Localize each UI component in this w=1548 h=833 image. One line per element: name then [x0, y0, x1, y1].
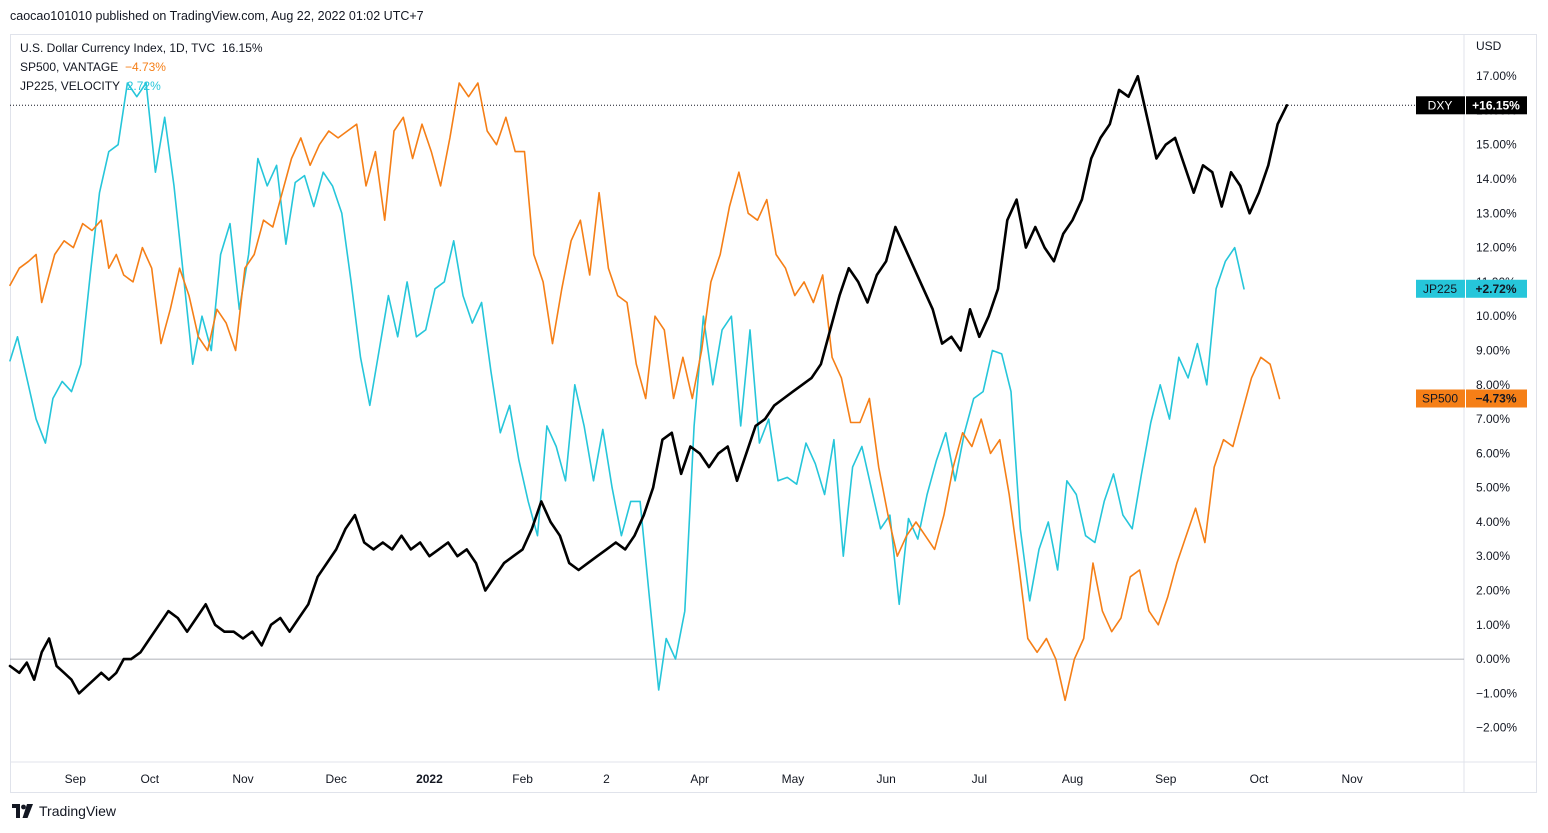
x-tick-label: Apr: [690, 772, 709, 786]
badge-value: +16.15%: [1472, 98, 1520, 112]
legend-row-sp500[interactable]: SP500, VANTAGE −4.73%: [20, 58, 263, 77]
publish-info: caocao101010 published on TradingView.co…: [10, 9, 424, 23]
badge-value: +2.72%: [1475, 282, 1516, 296]
x-tick-label: Feb: [512, 772, 533, 786]
badge-sp500: SP500 −4.73%: [1416, 389, 1527, 408]
x-tick-label: Nov: [1341, 772, 1362, 786]
x-tick-label: Oct: [140, 772, 159, 786]
x-tick-label: Jun: [876, 772, 895, 786]
badge-name: SP500: [1422, 392, 1458, 406]
x-tick-label: Dec: [326, 772, 347, 786]
y-tick-label: 0.00%: [1476, 652, 1510, 666]
tradingview-logo-icon: [12, 804, 33, 818]
y-axis: USD17.00%16.00%15.00%14.00%13.00%12.00%1…: [1476, 39, 1517, 735]
y-tick-label: −1.00%: [1476, 686, 1517, 700]
x-tick-label: Aug: [1062, 772, 1083, 786]
y-tick-label: 12.00%: [1476, 241, 1517, 255]
y-tick-label: 7.00%: [1476, 412, 1510, 426]
badge-value: −4.73%: [1475, 392, 1516, 406]
x-tick-label: May: [782, 772, 805, 786]
legend-value-dxy: 16.15%: [221, 41, 263, 55]
badge-name: DXY: [1428, 98, 1453, 112]
x-tick-label: Sep: [1155, 772, 1177, 786]
y-tick-label: 4.00%: [1476, 515, 1510, 529]
badge-dxy: DXY +16.15%: [1416, 96, 1527, 115]
tradingview-logo[interactable]: TradingView: [12, 803, 116, 819]
series-line-dxy: [8, 74, 1289, 695]
tradingview-brand: TradingView: [39, 803, 117, 819]
legend-value-sp500: −4.73%: [124, 60, 166, 74]
y-tick-label: 14.00%: [1476, 172, 1517, 186]
badge-jp225: JP225 +2.72%: [1416, 279, 1527, 298]
y-tick-label: 6.00%: [1476, 446, 1510, 460]
y-tick-label: 13.00%: [1476, 206, 1517, 220]
chart-series: [8, 74, 1289, 702]
badge-value-bg: [1466, 389, 1527, 408]
y-tick-label: 8.00%: [1476, 378, 1510, 392]
chart-legend: U.S. Dollar Currency Index, 1D, TVC 16.1…: [20, 39, 263, 96]
x-tick-label: Jul: [972, 772, 987, 786]
badge-value-bg: [1466, 96, 1527, 115]
y-tick-label: 9.00%: [1476, 343, 1510, 357]
y-axis-title: USD: [1476, 39, 1502, 53]
y-tick-label: 5.00%: [1476, 481, 1510, 495]
badge-name-bg: [1416, 96, 1465, 115]
last-value-badges: JP225 +2.72% SP500 −4.73% DXY +16.15%: [1416, 96, 1527, 408]
legend-label-dxy: U.S. Dollar Currency Index, 1D, TVC: [20, 41, 216, 55]
x-tick-label: 2: [603, 772, 610, 786]
badge-name-bg: [1416, 279, 1465, 298]
y-tick-label: 1.00%: [1476, 618, 1510, 632]
y-tick-label: 15.00%: [1476, 138, 1517, 152]
series-line-sp500: [9, 82, 1281, 702]
legend-row-jp225[interactable]: JP225, VELOCITY 2.72%: [20, 77, 263, 96]
chart-frame[interactable]: [10, 34, 1537, 793]
series-line-jp225: [9, 82, 1245, 691]
badge-value-bg: [1466, 279, 1527, 298]
y-tick-label: 10.00%: [1476, 309, 1517, 323]
y-tick-label: 2.00%: [1476, 584, 1510, 598]
legend-label-sp500: SP500, VANTAGE: [20, 60, 119, 74]
x-tick-label: Sep: [65, 772, 87, 786]
x-axis: Sep Oct Nov Dec 2022 Feb 2 Apr May Jun Jul Aug Sep Oc…: [65, 772, 1363, 786]
legend-label-jp225: JP225, VELOCITY: [20, 79, 121, 93]
y-tick-label: 17.00%: [1476, 69, 1517, 83]
y-tick-label: −2.00%: [1476, 721, 1517, 735]
y-tick-label: 3.00%: [1476, 549, 1510, 563]
legend-row-dxy[interactable]: U.S. Dollar Currency Index, 1D, TVC 16.1…: [20, 39, 263, 58]
legend-value-jp225: 2.72%: [126, 79, 161, 93]
x-tick-label: 2022: [416, 772, 443, 786]
badge-name: JP225: [1423, 282, 1457, 296]
badge-name-bg: [1416, 389, 1465, 408]
x-tick-label: Nov: [232, 772, 253, 786]
chart-grid: [10, 35, 1537, 792]
x-tick-label: Oct: [1250, 772, 1269, 786]
